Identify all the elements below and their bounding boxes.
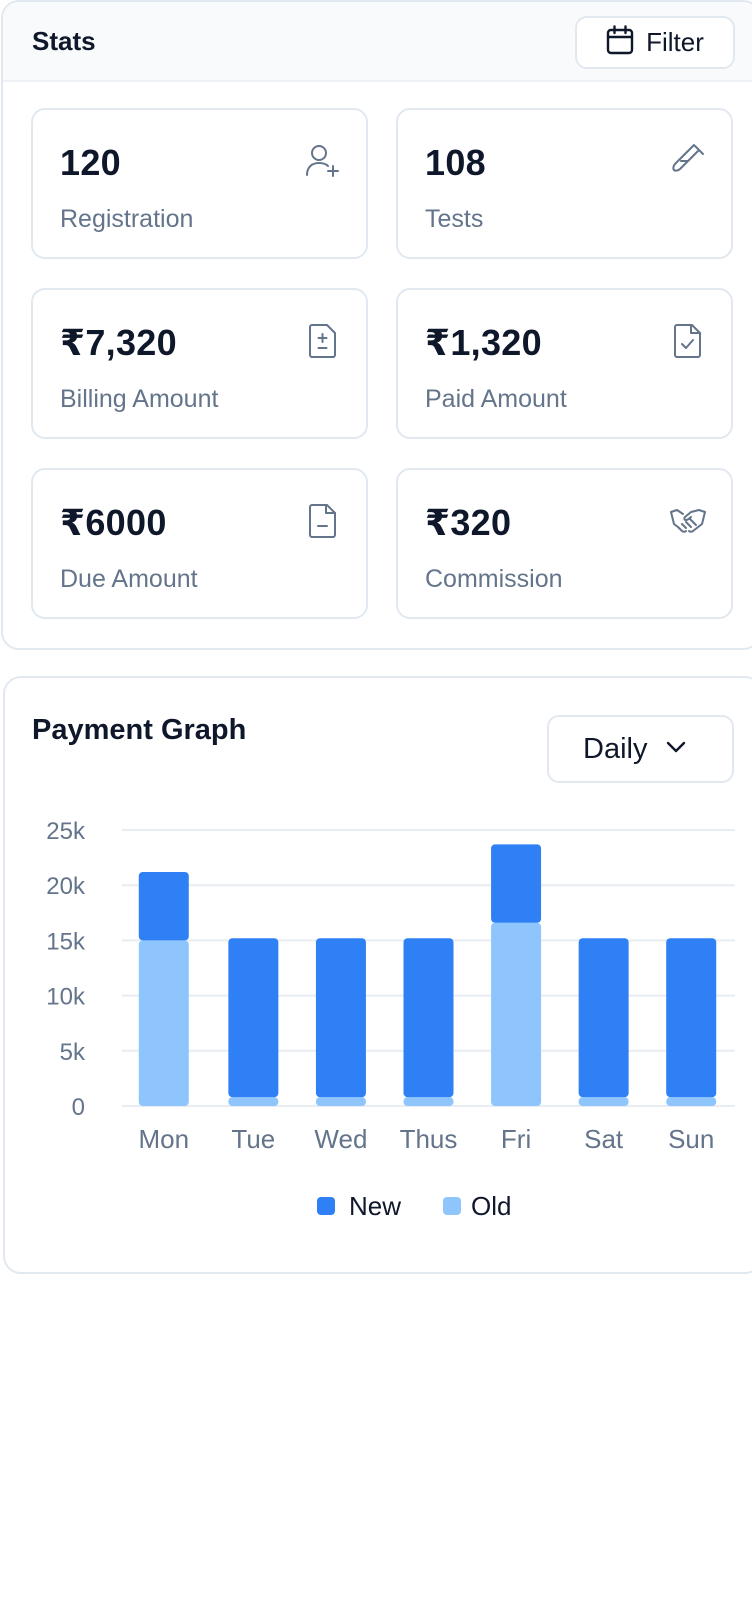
bar-segment-new — [228, 938, 279, 1098]
stat-value: 108 — [425, 142, 486, 183]
y-tick-label: 20k — [46, 873, 86, 900]
stat-value: ₹1,320 — [425, 322, 542, 363]
bar-segment-old — [138, 940, 189, 1106]
bar-segment-old — [491, 922, 542, 1106]
legend-label-new: New — [349, 1191, 401, 1221]
legend-swatch-new — [317, 1197, 335, 1215]
file-check-icon — [669, 322, 707, 360]
stat-tile-due-amount[interactable]: ₹6000 Due Amount — [31, 468, 368, 619]
stats-header: Stats Filter — [3, 2, 752, 82]
stats-title: Stats — [32, 26, 96, 56]
bar-segment-new — [491, 844, 542, 923]
stat-label: Due Amount — [60, 565, 198, 593]
stat-tile-commission[interactable]: ₹320 Commission — [396, 468, 733, 619]
x-tick-label: Thus — [400, 1124, 458, 1154]
stat-value: ₹320 — [425, 502, 512, 543]
stat-label: Tests — [425, 205, 484, 233]
y-tick-label: 5k — [60, 1039, 86, 1066]
payment-graph-card: Payment Graph Daily 0 5k 10k 15k 20k 25k Mon Tu… — [3, 676, 752, 1274]
file-minus-icon — [304, 502, 342, 540]
range-selected-value: Daily — [583, 732, 648, 765]
x-tick-label: Tue — [231, 1124, 275, 1154]
stat-label: Billing Amount — [60, 385, 219, 413]
calendar-icon — [606, 25, 634, 60]
handshake-icon — [669, 502, 707, 540]
bar-segment-old — [403, 1097, 454, 1106]
filter-button[interactable]: Filter — [575, 16, 735, 69]
legend-swatch-old — [443, 1197, 461, 1215]
bar-segment-old — [578, 1097, 629, 1106]
stat-label: Paid Amount — [425, 385, 567, 413]
stat-value: 120 — [60, 142, 121, 183]
x-tick-label: Fri — [501, 1124, 531, 1154]
stat-label: Commission — [425, 565, 563, 593]
x-tick-label: Sun — [668, 1124, 714, 1154]
bar-segment-new — [666, 938, 717, 1098]
stat-value: ₹7,320 — [60, 322, 177, 363]
x-tick-label: Mon — [138, 1124, 189, 1154]
chevron-down-icon — [665, 740, 687, 759]
invoice-plus-minus-icon — [304, 322, 342, 360]
x-tick-label: Sat — [584, 1124, 624, 1154]
bar-segment-old — [666, 1097, 717, 1106]
y-tick-label: 25k — [46, 818, 86, 845]
x-tick-label: Wed — [314, 1124, 367, 1154]
bar-segment-old — [315, 1097, 366, 1106]
stat-tile-tests[interactable]: 108 Tests — [396, 108, 733, 259]
graph-title: Payment Graph — [32, 714, 247, 746]
user-plus-icon — [304, 142, 342, 180]
stat-label: Registration — [60, 205, 194, 233]
y-tick-label: 10k — [46, 984, 86, 1011]
legend-label-old: Old — [471, 1191, 511, 1221]
test-tube-icon — [669, 142, 707, 180]
filter-label: Filter — [646, 27, 704, 57]
bar-segment-new — [578, 938, 629, 1098]
bar-segment-new — [403, 938, 454, 1098]
payment-chart: 0 5k 10k 15k 20k 25k Mon Tue Wed Thus Fri Sat Sun New… — [46, 818, 735, 1221]
stat-value: ₹6000 — [60, 502, 167, 543]
y-tick-label: 0 — [72, 1094, 85, 1121]
bar-segment-new — [138, 871, 189, 941]
bar-segment-old — [228, 1097, 279, 1106]
stat-tile-billing-amount[interactable]: ₹7,320 Billing Amount — [31, 288, 368, 439]
range-dropdown[interactable]: Daily — [547, 715, 734, 783]
stat-tile-paid-amount[interactable]: ₹1,320 Paid Amount — [396, 288, 733, 439]
y-tick-label: 15k — [46, 928, 86, 955]
stats-card: Stats Filter 120 Registration — [1, 0, 752, 650]
bar-segment-new — [315, 938, 366, 1098]
stat-tile-registration[interactable]: 120 Registration — [31, 108, 368, 259]
